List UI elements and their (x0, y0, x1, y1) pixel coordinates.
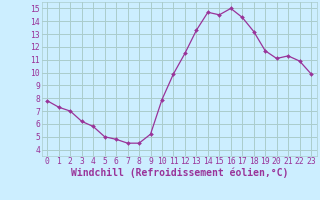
X-axis label: Windchill (Refroidissement éolien,°C): Windchill (Refroidissement éolien,°C) (70, 168, 288, 178)
